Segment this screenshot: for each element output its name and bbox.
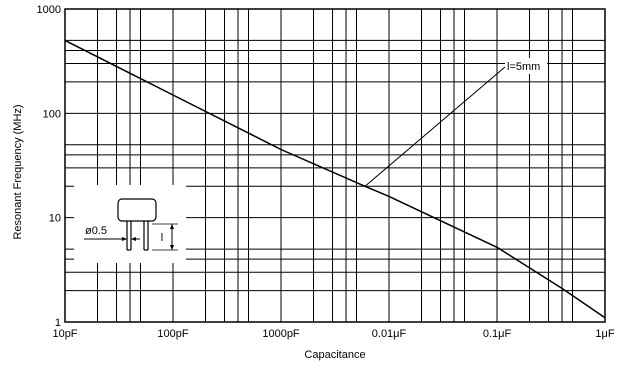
diameter-label: ø0.5 <box>85 225 107 237</box>
y-tick-label: 1000 <box>37 4 61 16</box>
series-line-l-5mm <box>64 39 606 319</box>
x-tick-label: 100pF <box>157 328 188 340</box>
y-tick-label: 100 <box>43 108 61 120</box>
x-tick-label: 0.01μF <box>372 328 407 340</box>
x-tick-label: 1000pF <box>262 328 300 340</box>
length-label: l <box>161 232 163 244</box>
leader-label-background <box>505 58 547 74</box>
length-arrow-top <box>170 224 174 229</box>
axis-layer: 10pF 100pF 1000pF 0.01μF 0.1μF 1μF 1 10 100 1000 <box>37 4 615 340</box>
capacitor-body <box>117 198 157 222</box>
x-tick-label: 1μF <box>595 328 614 340</box>
x-tick-label: 0.1μF <box>483 328 512 340</box>
annotation-layer: l=5mm <box>364 58 547 187</box>
y-axis-label: Resonant Frequency (MHz) <box>12 104 24 239</box>
x-tick-label: 10pF <box>52 328 77 340</box>
y-tick-label: 10 <box>49 213 61 225</box>
leader-line <box>364 66 506 187</box>
series-layer <box>64 39 606 319</box>
diameter-arrow-right <box>131 237 136 241</box>
plot-frame <box>64 8 606 323</box>
diameter-arrow-left <box>122 237 127 241</box>
y-tick-label: 1 <box>55 317 61 329</box>
series-annotation-label: l=5mm <box>507 61 540 73</box>
length-arrow-bottom <box>170 245 174 250</box>
x-axis-label: Capacitance <box>304 349 365 361</box>
component-inset-diagram: ø0.5 l <box>74 185 186 263</box>
